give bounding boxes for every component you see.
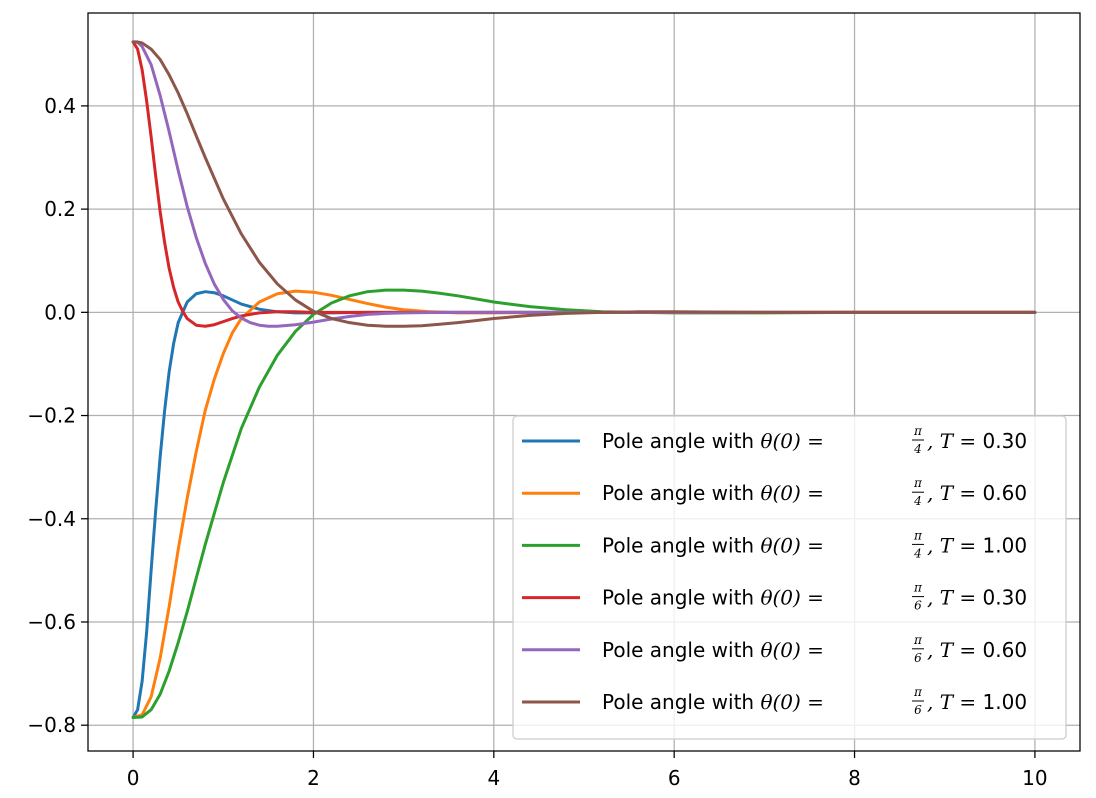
legend-label-t-value: 1.00 <box>983 533 1028 557</box>
y-tick-label: −0.2 <box>27 404 76 428</box>
legend-entry: Pole angle with θ(0) = π 4 , T = 0.60 <box>522 476 1027 508</box>
x-axis: 0 2 4 6 8 10 <box>127 751 1048 790</box>
legend-label-theta: θ(0) = <box>760 638 824 662</box>
legend-label-t-value: 0.60 <box>983 481 1028 505</box>
y-tick-label: −0.4 <box>27 507 76 531</box>
legend-label-t-value: 0.30 <box>983 429 1028 453</box>
legend-label-prefix: Pole angle with <box>602 638 760 662</box>
legend-frac-denominator: 6 <box>914 651 922 665</box>
y-tick-label: 0.2 <box>44 197 76 221</box>
legend-label-period: , T = 0.60 <box>927 481 1027 505</box>
x-tick-label: 6 <box>668 766 681 790</box>
legend-frac-numerator: π <box>913 424 923 438</box>
legend-label-t: , T = <box>927 638 983 662</box>
legend-label-period: , T = 1.00 <box>927 690 1027 714</box>
legend-label-t: , T = <box>927 533 983 557</box>
legend-label-t: , T = <box>927 690 983 714</box>
series-line-4 <box>131 40 1037 328</box>
legend-frac-numerator: π <box>913 476 923 490</box>
legend-frac-denominator: 4 <box>913 442 922 456</box>
y-tick-label: −0.6 <box>27 610 76 634</box>
legend-label-prefix: Pole angle with <box>602 533 760 557</box>
legend-label-t-value: 1.00 <box>983 690 1028 714</box>
legend-label: Pole angle with θ(0) = <box>602 533 824 557</box>
series-lines <box>131 40 1037 719</box>
legend-label: Pole angle with θ(0) = <box>602 638 824 662</box>
legend-label-t-value: 0.60 <box>983 638 1028 662</box>
x-tick-label: 8 <box>848 766 861 790</box>
legend-label-theta: θ(0) = <box>760 533 824 557</box>
legend-entry: Pole angle with θ(0) = π 4 , T = 1.00 <box>522 528 1027 560</box>
series-line-5 <box>131 40 1037 328</box>
legend-label-prefix: Pole angle with <box>602 481 760 505</box>
legend-label-t: , T = <box>927 429 983 453</box>
x-tick-label: 4 <box>487 766 500 790</box>
y-tick-label: 0.0 <box>44 300 76 324</box>
legend-frac-denominator: 4 <box>913 494 922 508</box>
legend-frac-denominator: 4 <box>913 546 922 560</box>
x-tick-label: 0 <box>127 766 140 790</box>
legend-entry: Pole angle with θ(0) = π 6 , T = 0.30 <box>522 581 1027 613</box>
legend-label-period: , T = 0.60 <box>927 638 1027 662</box>
legend-label: Pole angle with θ(0) = <box>602 481 824 505</box>
legend-frac-numerator: π <box>913 581 923 595</box>
x-tick-label: 10 <box>1022 766 1047 790</box>
legend-label: Pole angle with θ(0) = <box>602 586 824 610</box>
legend-label-period: , T = 0.30 <box>927 429 1027 453</box>
legend-frac-numerator: π <box>913 633 923 647</box>
series-line-6 <box>131 40 1037 328</box>
legend-label-theta: θ(0) = <box>760 690 824 714</box>
legend-label-prefix: Pole angle with <box>602 429 760 453</box>
legend-label: Pole angle with θ(0) = <box>602 429 824 453</box>
x-tick-label: 2 <box>307 766 320 790</box>
legend-entry: Pole angle with θ(0) = π 6 , T = 1.00 <box>522 685 1027 717</box>
series-line-3 <box>131 288 1037 719</box>
legend-box <box>512 415 1067 740</box>
legend-label-prefix: Pole angle with <box>602 586 760 610</box>
legend-label-t: , T = <box>927 481 983 505</box>
legend-label-prefix: Pole angle with <box>602 690 760 714</box>
legend-label-period: , T = 0.30 <box>927 586 1027 610</box>
legend-frac-denominator: 6 <box>914 599 922 613</box>
y-axis: −0.8 −0.6 −0.4 −0.2 0.0 0.2 0.4 <box>27 94 88 737</box>
legend-frac-numerator: π <box>913 685 923 699</box>
legend-label-theta: θ(0) = <box>760 481 824 505</box>
legend-entry: Pole angle with θ(0) = π 6 , T = 0.60 <box>522 633 1027 665</box>
legend-frac-numerator: π <box>913 528 923 542</box>
legend-entry: Pole angle with θ(0) = π 4 , T = 0.30 <box>522 424 1027 456</box>
legend-label: Pole angle with θ(0) = <box>602 690 824 714</box>
y-tick-label: 0.4 <box>44 94 76 118</box>
legend-label-theta: θ(0) = <box>760 586 824 610</box>
legend-label-period: , T = 1.00 <box>927 533 1027 557</box>
legend-label-t: , T = <box>927 586 983 610</box>
legend: Pole angle with θ(0) = π4, T = 0.30Pole … <box>512 415 1067 740</box>
y-tick-label: −0.8 <box>27 713 76 737</box>
legend-label-t-value: 0.30 <box>983 586 1028 610</box>
legend-frac-denominator: 6 <box>914 703 922 717</box>
plot-frame <box>87 12 1081 752</box>
legend-label-theta: θ(0) = <box>760 429 824 453</box>
